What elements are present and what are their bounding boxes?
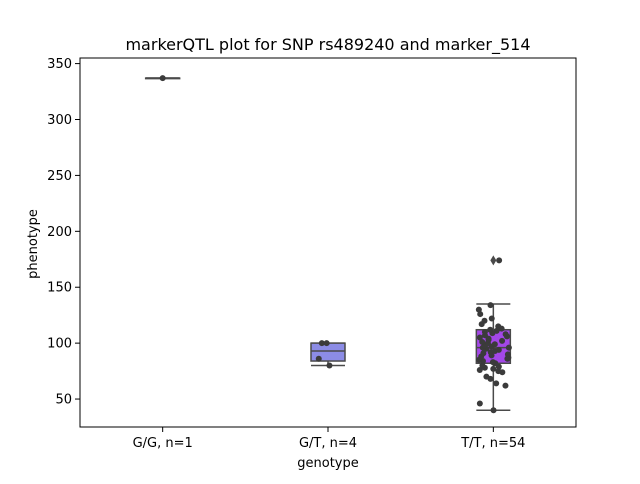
data-point: [489, 359, 496, 366]
data-point: [475, 306, 482, 313]
data-point: [476, 400, 483, 407]
chart-title: markerQTL plot for SNP rs489240 and mark…: [125, 35, 530, 55]
data-point: [502, 382, 509, 389]
data-point: [502, 331, 509, 338]
data-point: [490, 407, 497, 414]
data-point: [505, 344, 512, 351]
data-point: [476, 366, 483, 373]
data-point: [499, 337, 506, 344]
data-point: [480, 350, 487, 357]
x-tick-label: T/T, n=54: [460, 436, 525, 451]
y-tick-label: 250: [47, 169, 72, 184]
data-point: [318, 340, 325, 347]
data-point: [479, 362, 486, 369]
data-point: [504, 351, 511, 358]
x-tick-label: G/G, n=1: [133, 436, 193, 451]
y-axis-label: phenotype: [26, 209, 41, 279]
data-point: [487, 326, 494, 333]
data-point: [323, 340, 330, 347]
outlier-marker: [490, 255, 497, 266]
data-point: [496, 257, 503, 264]
data-point: [476, 334, 483, 341]
data-point: [479, 339, 486, 346]
data-point: [326, 362, 333, 369]
plot-frame: [79, 57, 577, 428]
y-tick-label: 150: [47, 281, 72, 296]
data-point: [491, 341, 498, 348]
y-tick-label: 200: [47, 225, 72, 240]
y-tick-label: 300: [47, 113, 72, 128]
y-tick-label: 100: [47, 337, 72, 352]
data-point: [315, 355, 322, 362]
data-point: [495, 346, 502, 353]
data-point: [481, 317, 488, 324]
data-point: [493, 380, 500, 387]
data-point: [488, 315, 495, 322]
data-point: [481, 328, 488, 335]
y-tick-label: 350: [47, 57, 72, 72]
data-point: [490, 365, 497, 372]
x-tick-label: G/T, n=4: [299, 436, 357, 451]
data-point: [483, 373, 490, 380]
data-point: [487, 302, 494, 309]
data-point: [159, 75, 166, 82]
y-tick-label: 50: [55, 393, 72, 408]
data-point: [495, 368, 502, 375]
data-point: [495, 323, 502, 330]
x-axis-label: genotype: [297, 456, 358, 471]
